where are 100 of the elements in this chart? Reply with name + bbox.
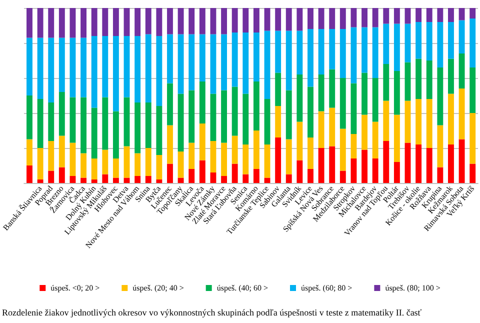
bar — [232, 8, 238, 32]
bar — [448, 58, 454, 94]
bar — [340, 170, 346, 183]
bar — [48, 8, 54, 38]
bar — [210, 141, 216, 172]
bar — [362, 27, 368, 73]
bar — [242, 8, 249, 32]
bar — [156, 155, 162, 180]
bar — [145, 8, 152, 34]
bar — [199, 124, 206, 160]
bar — [91, 180, 98, 183]
bar — [458, 139, 465, 183]
bar — [188, 142, 195, 169]
bar — [448, 22, 454, 59]
bar — [394, 114, 400, 162]
bar — [145, 34, 152, 102]
bar — [210, 8, 216, 34]
bar — [404, 142, 411, 183]
bar — [296, 74, 303, 122]
bar — [156, 106, 162, 155]
bar — [58, 92, 65, 136]
bar — [383, 100, 390, 141]
bar — [232, 86, 238, 136]
bar — [26, 8, 32, 38]
bar — [372, 122, 378, 158]
legend-label: úspeš. <0; 20 > — [50, 284, 100, 292]
bar — [145, 176, 152, 183]
bar — [264, 99, 270, 144]
bar — [394, 71, 400, 115]
bar — [350, 27, 357, 84]
bar — [91, 158, 98, 180]
legend-label: úspeš. (60; 80 > — [301, 284, 353, 292]
bar — [308, 169, 314, 183]
bar — [264, 30, 270, 99]
bar — [167, 83, 173, 126]
bar — [48, 170, 54, 183]
bar — [404, 24, 411, 62]
bar — [448, 144, 454, 183]
bar — [112, 111, 119, 158]
bar — [437, 8, 444, 22]
bar — [102, 97, 108, 150]
bar — [362, 72, 368, 115]
bar — [416, 144, 422, 183]
bar — [264, 8, 270, 31]
bar — [426, 60, 432, 99]
bar — [80, 153, 87, 178]
bar — [329, 69, 336, 108]
bar — [242, 32, 249, 94]
legend-label: úspeš. (20; 40 > — [132, 284, 184, 292]
bar — [37, 148, 44, 180]
bar — [340, 29, 346, 78]
bar — [221, 176, 227, 183]
bar — [470, 113, 476, 164]
bar — [426, 8, 432, 22]
legend-label: úspeš. (40; 60 > — [216, 284, 268, 292]
bar — [448, 8, 454, 22]
bar — [221, 142, 227, 176]
bar — [210, 94, 216, 141]
bar — [426, 148, 432, 183]
bar — [275, 106, 282, 138]
bar — [188, 90, 195, 143]
bar — [178, 178, 184, 183]
bar — [275, 138, 282, 183]
bar — [80, 178, 87, 183]
bar — [178, 34, 184, 94]
bar — [437, 125, 444, 168]
bar — [416, 22, 422, 59]
bar — [199, 82, 206, 124]
bar — [318, 29, 324, 74]
bar — [156, 180, 162, 183]
bar — [416, 8, 422, 22]
bar — [426, 22, 432, 60]
bar — [253, 169, 260, 183]
bar — [296, 30, 303, 74]
bar — [91, 8, 98, 36]
bar — [70, 38, 76, 98]
bar — [437, 68, 444, 126]
bar — [232, 164, 238, 183]
bar — [350, 8, 357, 28]
bar — [404, 100, 411, 143]
bar — [329, 8, 336, 29]
bar — [253, 82, 260, 130]
bar — [308, 8, 314, 29]
bar — [102, 150, 108, 174]
bar — [383, 64, 390, 101]
bar — [70, 142, 76, 176]
bar — [470, 164, 476, 183]
bar — [134, 8, 141, 36]
bar — [167, 34, 173, 84]
bar — [253, 32, 260, 82]
bar — [264, 144, 270, 178]
bar — [308, 29, 314, 87]
bar — [37, 99, 44, 148]
bar — [350, 83, 357, 134]
bar — [394, 162, 400, 183]
bar — [26, 166, 32, 183]
bar — [91, 36, 98, 108]
bar — [134, 153, 141, 176]
bar — [156, 8, 162, 36]
bar — [286, 90, 292, 140]
